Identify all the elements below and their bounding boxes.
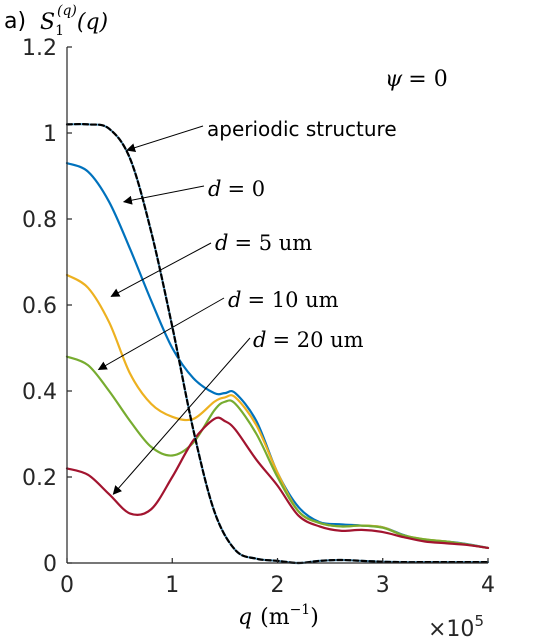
annotation-arrow-2 xyxy=(110,242,212,297)
y-axis-label-arg: (q) xyxy=(77,10,108,35)
annotation-d10: d = 10 um xyxy=(228,288,339,312)
y-tick-label: 0.2 xyxy=(22,466,57,491)
y-axis-label-sup: (q) xyxy=(57,3,77,19)
y-tick-label: 1 xyxy=(43,122,57,147)
panel-label: a) xyxy=(4,9,26,34)
x-tick-label: 0 xyxy=(60,573,74,598)
annotation-aperiodic: aperiodic structure xyxy=(207,117,397,141)
x-axis-multiplier-exp: 5 xyxy=(474,612,484,630)
y-tick-label: 1.2 xyxy=(22,36,57,61)
y-tick-label: 0 xyxy=(43,552,57,577)
x-axis-ticks: 0 1 2 3 4 xyxy=(60,558,495,598)
x-axis-label: q (m−1) xyxy=(238,602,319,630)
inset-psi-value: = 0 xyxy=(408,67,447,92)
series-1-line xyxy=(65,273,490,550)
x-axis-label-var: q xyxy=(238,605,252,630)
series-4-line xyxy=(65,122,490,565)
y-axis-label-sub: 1 xyxy=(55,23,64,39)
annotation-arrow-3 xyxy=(97,297,225,370)
annotation-d0: d = 0 xyxy=(208,177,265,201)
inset-psi-symbol: ψ xyxy=(385,67,403,92)
y-tick-label: 0.8 xyxy=(22,208,57,233)
x-tick-label: 3 xyxy=(376,573,390,598)
y-axis-label-base: S xyxy=(40,10,55,35)
annotation-arrows xyxy=(97,125,251,495)
x-axis-label-unit-exp: −1 xyxy=(290,602,311,618)
x-axis-label-unit: m xyxy=(269,605,290,630)
series-2-line xyxy=(65,355,490,550)
series-layer xyxy=(65,122,490,565)
y-tick-label: 0.6 xyxy=(22,294,57,319)
annotation-d5: d = 5 um xyxy=(215,231,312,255)
series-3-line xyxy=(65,416,490,550)
x-tick-label: 4 xyxy=(481,573,495,598)
x-tick-label: 1 xyxy=(165,573,179,598)
x-tick-label: 2 xyxy=(271,573,285,598)
x-axis-multiplier: ×105 xyxy=(428,612,484,642)
annotation-arrow-1 xyxy=(122,185,205,205)
annotation-arrow-4 xyxy=(112,337,251,495)
annotation-d20: d = 20 um xyxy=(253,328,364,352)
inset-psi-label: ψ = 0 xyxy=(385,67,448,92)
annotation-arrow-0 xyxy=(126,125,204,153)
y-axis-ticks: 0 0.2 0.4 0.6 0.8 1 1.2 xyxy=(22,36,72,577)
x-axis-multiplier-base: ×10 xyxy=(428,617,474,642)
y-tick-label: 0.4 xyxy=(22,380,57,405)
y-axis-label: S1 (q)(q) xyxy=(40,3,108,39)
series-0-line xyxy=(65,162,490,550)
